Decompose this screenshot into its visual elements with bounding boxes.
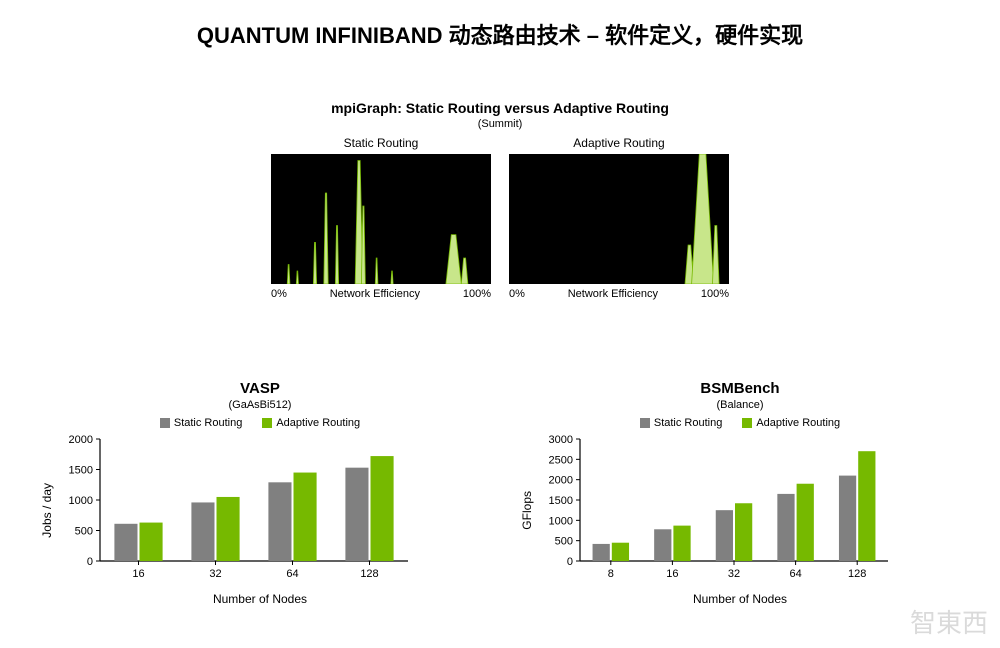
svg-text:3000: 3000 <box>549 434 573 446</box>
svg-text:32: 32 <box>728 568 740 580</box>
legend-swatch-adaptive <box>262 418 272 428</box>
mpi-panel-static: Static Routing 0% Network Efficiency 100% <box>271 136 491 300</box>
ylabel: Jobs / day <box>40 483 54 538</box>
legend-static: Static Routing <box>160 417 242 429</box>
axis-label: Network Efficiency <box>330 288 420 300</box>
watermark: 智東西 <box>910 603 988 640</box>
chart-title: BSMBench <box>520 380 960 397</box>
svg-text:500: 500 <box>75 526 93 538</box>
chart-title: VASP <box>40 380 480 397</box>
chart-legend: Static Routing Adaptive Routing <box>520 417 960 429</box>
svg-text:0: 0 <box>87 556 93 568</box>
svg-text:16: 16 <box>132 568 144 580</box>
svg-text:64: 64 <box>789 568 801 580</box>
legend-swatch-static <box>640 418 650 428</box>
svg-text:2000: 2000 <box>549 475 573 487</box>
mpi-panel-title: Static Routing <box>271 136 491 150</box>
svg-text:1500: 1500 <box>69 465 93 477</box>
chart-vasp: VASP (GaAsBi512) Static Routing Adaptive Ro… <box>40 380 480 606</box>
legend-swatch-static <box>160 418 170 428</box>
ylabel: GFlops <box>520 491 534 530</box>
axis-label: Network Efficiency <box>568 288 658 300</box>
legend-swatch-adaptive <box>742 418 752 428</box>
mpi-subtitle: (Summit) <box>250 118 750 130</box>
plot-area: 0 500 1000 1500 2000 16 32 64 128 <box>58 433 480 588</box>
chart-subtitle: (Balance) <box>520 399 960 411</box>
xlabel: Number of Nodes <box>40 592 480 606</box>
svg-text:32: 32 <box>209 568 221 580</box>
chart-subtitle: (GaAsBi512) <box>40 399 480 411</box>
mpi-section: mpiGraph: Static Routing versus Adaptive… <box>250 100 750 300</box>
svg-text:2500: 2500 <box>549 454 573 466</box>
plot-area: 0 500 1000 1500 2000 2500 3000 8 16 32 64 128 <box>538 433 960 588</box>
legend-adaptive: Adaptive Routing <box>262 417 360 429</box>
chart-bsmbench: BSMBench (Balance) Static Routing Adaptive … <box>520 380 960 606</box>
axis-max: 100% <box>463 288 491 300</box>
svg-text:16: 16 <box>666 568 678 580</box>
svg-text:0: 0 <box>567 556 573 568</box>
mpi-axis-row: 0% Network Efficiency 100% <box>509 288 729 300</box>
axis-min: 0% <box>271 288 287 300</box>
page-title: QUANTUM INFINIBAND 动态路由技术 – 软件定义，硬件实现 <box>0 18 1000 50</box>
legend-static: Static Routing <box>640 417 722 429</box>
legend-adaptive: Adaptive Routing <box>742 417 840 429</box>
mpi-panel-plot <box>271 154 491 284</box>
axis-min: 0% <box>509 288 525 300</box>
bottom-charts: VASP (GaAsBi512) Static Routing Adaptive Ro… <box>40 380 960 606</box>
chart-legend: Static Routing Adaptive Routing <box>40 417 480 429</box>
svg-text:1000: 1000 <box>549 515 573 527</box>
svg-text:128: 128 <box>360 568 378 580</box>
svg-text:2000: 2000 <box>69 434 93 446</box>
svg-text:128: 128 <box>848 568 866 580</box>
mpi-panel-plot <box>509 154 729 284</box>
svg-text:1000: 1000 <box>69 495 93 507</box>
svg-text:8: 8 <box>608 568 614 580</box>
mpi-title: mpiGraph: Static Routing versus Adaptive… <box>250 100 750 116</box>
mpi-axis-row: 0% Network Efficiency 100% <box>271 288 491 300</box>
svg-text:500: 500 <box>555 536 573 548</box>
svg-text:1500: 1500 <box>549 495 573 507</box>
axis-max: 100% <box>701 288 729 300</box>
mpi-panel-title: Adaptive Routing <box>509 136 729 150</box>
mpi-panel-adaptive: Adaptive Routing 0% Network Efficiency 100% <box>509 136 729 300</box>
svg-text:64: 64 <box>286 568 298 580</box>
xlabel: Number of Nodes <box>520 592 960 606</box>
